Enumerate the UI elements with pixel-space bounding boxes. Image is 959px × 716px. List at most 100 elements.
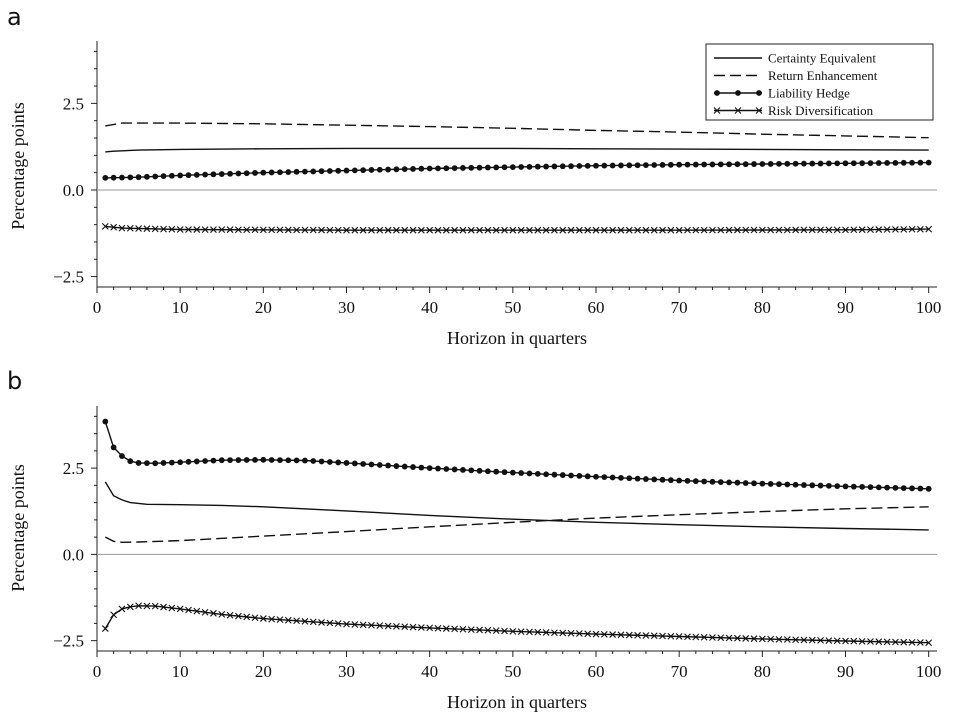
series-point xyxy=(193,458,200,465)
series-point xyxy=(201,226,209,233)
series-point xyxy=(892,484,899,491)
series-point xyxy=(393,226,400,234)
series-point xyxy=(642,226,650,234)
series-point xyxy=(318,458,325,465)
legend-marker xyxy=(713,107,721,114)
series-point xyxy=(526,226,533,234)
series-point xyxy=(725,226,733,234)
series-point xyxy=(584,630,592,638)
series-point xyxy=(401,463,408,470)
series-point xyxy=(302,457,308,464)
series-point xyxy=(576,163,583,169)
series-point xyxy=(218,611,226,618)
series-point xyxy=(160,225,167,233)
series-point xyxy=(617,631,625,639)
x-tick-label: 70 xyxy=(671,298,688,317)
series-point xyxy=(293,457,300,464)
series-point xyxy=(534,628,542,636)
series-point xyxy=(883,638,891,646)
series-point xyxy=(750,635,758,643)
series-point xyxy=(376,622,384,629)
series-point xyxy=(351,460,358,467)
x-tick-label: 60 xyxy=(588,662,605,681)
series-point xyxy=(160,173,167,180)
series-point xyxy=(268,169,275,176)
series-point xyxy=(825,482,832,489)
series-point xyxy=(675,226,683,234)
series-point xyxy=(176,605,184,613)
series-point xyxy=(667,161,674,168)
series-point xyxy=(185,458,192,465)
series-point xyxy=(534,226,542,234)
y-tick-label: −2.5 xyxy=(53,268,84,287)
series-point xyxy=(151,225,159,233)
series-certainty-equivalent xyxy=(104,481,929,531)
legend-box xyxy=(705,43,934,121)
series-point xyxy=(543,163,550,170)
series-point xyxy=(833,226,841,234)
series-liability-hedge xyxy=(102,418,932,492)
series-point xyxy=(484,468,491,475)
series-point xyxy=(492,226,500,234)
series-point xyxy=(243,170,250,177)
series-certainty-equivalent xyxy=(105,147,929,153)
series-point xyxy=(277,457,283,464)
series-line xyxy=(104,421,929,490)
series-point xyxy=(784,160,791,167)
series-point xyxy=(567,226,575,234)
series-point xyxy=(259,226,267,234)
series-point xyxy=(310,458,317,464)
series-point xyxy=(443,466,450,472)
x-tick-label: 50 xyxy=(504,662,521,681)
series-point xyxy=(492,627,500,635)
series-point xyxy=(144,173,150,180)
series-point xyxy=(867,638,874,645)
series-point xyxy=(609,226,617,234)
series-point xyxy=(151,602,159,610)
series-point xyxy=(119,174,125,181)
series-point xyxy=(234,612,242,620)
series-point xyxy=(700,226,708,234)
series-point xyxy=(684,161,691,168)
series-point xyxy=(118,224,126,232)
series-point xyxy=(842,637,849,645)
series-point xyxy=(692,226,700,234)
series-point xyxy=(775,635,783,643)
series-point xyxy=(201,608,209,616)
series-point xyxy=(800,636,808,644)
legend: Certainty Equivalent Return Enhancement Li… xyxy=(705,43,934,121)
series-point xyxy=(883,226,891,233)
series-point xyxy=(393,463,400,469)
series-point xyxy=(609,631,617,638)
series-point xyxy=(667,477,674,484)
series-point xyxy=(817,160,824,167)
y-tick-label: 2.5 xyxy=(63,459,84,478)
series-point xyxy=(709,634,716,641)
series-point xyxy=(252,170,258,176)
series-point xyxy=(551,471,558,478)
series-point xyxy=(526,628,533,636)
series-point xyxy=(567,629,575,637)
series-point xyxy=(916,639,924,646)
series-point xyxy=(451,226,459,234)
series-point xyxy=(825,637,833,644)
series-point xyxy=(443,165,450,172)
series-point xyxy=(783,636,791,643)
series-point xyxy=(460,467,466,473)
series-point xyxy=(684,226,691,234)
series-point xyxy=(776,160,782,167)
series-point xyxy=(808,226,816,234)
series-point xyxy=(343,620,350,628)
series-point xyxy=(168,225,176,233)
series-point xyxy=(618,162,624,169)
series-point xyxy=(509,627,517,635)
series-point xyxy=(676,161,683,168)
series-point xyxy=(285,169,292,175)
series-point xyxy=(751,161,757,167)
series-point xyxy=(842,160,849,167)
series-point xyxy=(144,460,150,467)
series-point xyxy=(867,226,874,234)
x-tick-label: 50 xyxy=(504,298,521,317)
y-axis-title: Percentage points xyxy=(8,464,28,591)
